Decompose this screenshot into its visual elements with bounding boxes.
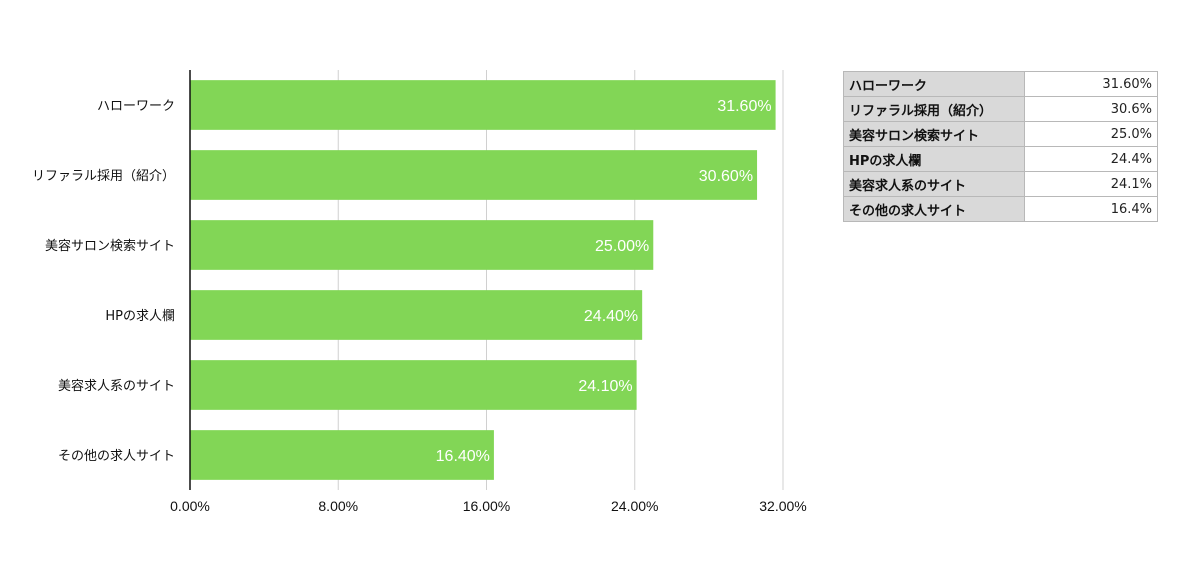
data-table: ハローワーク 31.60% リファラル採用（紹介） 30.6% 美容サロン検索サイト 25… bbox=[843, 71, 1158, 222]
table-row: ハローワーク 31.60% bbox=[843, 71, 1158, 97]
table-cell-value: 30.6% bbox=[1024, 96, 1158, 122]
bar bbox=[190, 80, 776, 130]
bar bbox=[190, 290, 643, 340]
table-cell-label: ハローワーク bbox=[843, 71, 1025, 97]
bar-value-label: 31.60% bbox=[717, 98, 771, 115]
table-row: 美容求人系のサイト 24.1% bbox=[843, 171, 1158, 197]
category-label: 美容サロン検索サイト bbox=[45, 238, 175, 254]
table-row: HPの求人欄 24.4% bbox=[843, 146, 1158, 172]
x-tick-label: 32.00% bbox=[759, 498, 806, 514]
table-cell-label: HPの求人欄 bbox=[843, 146, 1025, 172]
x-tick-label: 16.00% bbox=[463, 498, 510, 514]
bar bbox=[190, 150, 758, 200]
bar-value-label: 30.60% bbox=[699, 168, 753, 185]
bar bbox=[190, 220, 654, 270]
bar-value-label: 24.40% bbox=[584, 308, 638, 325]
x-tick-label: 24.00% bbox=[611, 498, 658, 514]
bar bbox=[190, 360, 637, 410]
table-cell-value: 24.1% bbox=[1024, 171, 1158, 197]
category-label: HPの求人欄 bbox=[105, 308, 175, 324]
table-row: その他の求人サイト 16.4% bbox=[843, 196, 1158, 222]
table-cell-label: リファラル採用（紹介） bbox=[843, 96, 1025, 122]
table-cell-value: 16.4% bbox=[1024, 196, 1158, 222]
table-cell-value: 31.60% bbox=[1024, 71, 1158, 97]
table-cell-label: 美容求人系のサイト bbox=[843, 171, 1025, 197]
bar-value-label: 24.10% bbox=[578, 378, 632, 395]
gridlines bbox=[337, 70, 784, 490]
x-tick-label: 8.00% bbox=[318, 498, 358, 514]
table-cell-value: 25.0% bbox=[1024, 121, 1158, 147]
category-label: リファラル採用（紹介） bbox=[32, 169, 175, 184]
category-label: 美容求人系のサイト bbox=[58, 378, 175, 394]
x-tick-label: 0.00% bbox=[170, 498, 210, 514]
category-label: ハローワーク bbox=[97, 99, 175, 114]
category-label: その他の求人サイト bbox=[58, 449, 175, 464]
table-cell-label: 美容サロン検索サイト bbox=[843, 121, 1025, 147]
bar-chart: 31.60% 30.60% 25.00% 24.40% 24.10% 16.40% ハロー… bbox=[32, 70, 807, 514]
table-cell-label: その他の求人サイト bbox=[843, 196, 1025, 222]
bars: 31.60% 30.60% 25.00% 24.40% 24.10% 16.40% bbox=[190, 80, 776, 480]
bar bbox=[190, 430, 494, 480]
bar-value-label: 25.00% bbox=[595, 238, 649, 255]
table-cell-value: 24.4% bbox=[1024, 146, 1158, 172]
table-row: 美容サロン検索サイト 25.0% bbox=[843, 121, 1158, 147]
x-tick-labels: 0.00% 8.00% 16.00% 24.00% 32.00% bbox=[170, 498, 807, 514]
bar-value-label: 16.40% bbox=[436, 448, 490, 465]
table-row: リファラル採用（紹介） 30.6% bbox=[843, 96, 1158, 122]
